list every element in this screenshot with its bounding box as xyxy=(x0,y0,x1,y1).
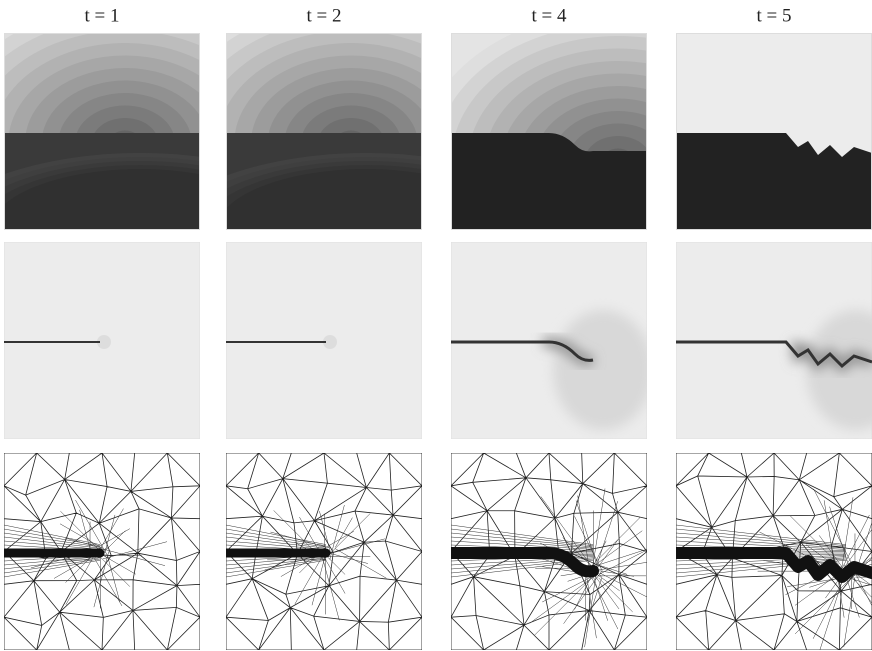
phase-field-plot xyxy=(4,242,200,439)
phase-field-plot xyxy=(676,242,872,439)
contour-plot xyxy=(676,33,872,230)
mesh-plot xyxy=(451,453,680,650)
mesh-plot xyxy=(4,453,200,650)
column-title: t = 5 xyxy=(757,5,792,26)
phase-field-plot xyxy=(451,242,653,439)
page: t = 1t = 2t = 4t = 5 (() => { const data… xyxy=(0,0,872,651)
mesh-plot xyxy=(226,453,422,650)
column-title: t = 2 xyxy=(307,5,342,26)
column-title: t = 4 xyxy=(532,5,567,26)
figure: t = 1 t = 2 t = 4 t = 5 xyxy=(0,0,872,651)
damage-halo xyxy=(553,310,653,430)
mesh-plot xyxy=(676,453,872,651)
column-title: t = 1 xyxy=(85,5,120,26)
phase-field-plot xyxy=(226,242,422,439)
